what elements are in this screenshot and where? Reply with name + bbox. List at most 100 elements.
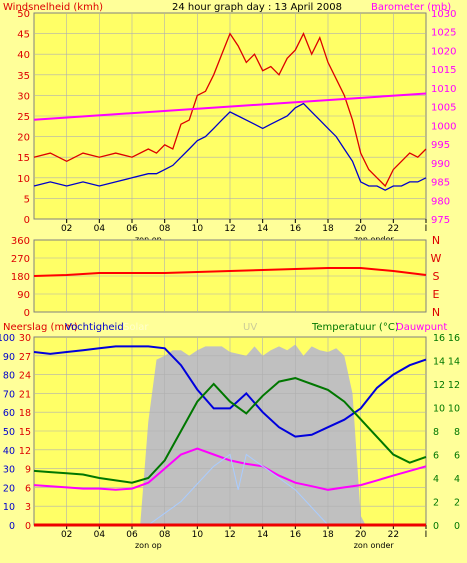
sun-annotation: zon op xyxy=(135,541,162,550)
compass-label: N xyxy=(432,234,440,247)
x-tick-label: 06 xyxy=(126,530,138,540)
x-tick-label: 14 xyxy=(257,530,269,540)
x-tick-label: 12 xyxy=(224,530,235,540)
wind-tick-label: 50 xyxy=(17,9,30,20)
direction-tick-label: 270 xyxy=(11,254,30,265)
rain-tick-label: 9 xyxy=(25,465,31,476)
barometer-tick-label: 995 xyxy=(431,140,450,151)
dewpoint-tick-label: 16 xyxy=(448,333,460,344)
series-line-dauwpunt xyxy=(33,447,427,491)
direction-tick-label: 90 xyxy=(17,290,30,301)
solar-legend-label: Solar xyxy=(123,322,149,333)
x-tick-label: 10 xyxy=(192,224,204,234)
barometer-tick-label: 975 xyxy=(431,215,450,226)
x-tick-label: 20 xyxy=(355,530,367,540)
x-tick-label: 12 xyxy=(224,224,235,234)
humidity-tick-label: 0 xyxy=(9,521,15,532)
series-line-wind-direction xyxy=(33,267,427,277)
humidity-tick-label: 10 xyxy=(3,502,15,513)
barometer-tick-label: 1005 xyxy=(431,103,456,114)
wind-tick-label: 30 xyxy=(17,91,30,102)
x-tick-label: 08 xyxy=(159,530,171,540)
dewpoint-tick-label: 6 xyxy=(454,451,460,462)
humidity-tick-label: 90 xyxy=(3,352,15,363)
x-tick-label: 04 xyxy=(94,224,106,234)
compass-label: E xyxy=(433,288,440,301)
rain-tick-label: 3 xyxy=(25,502,31,513)
barometer-tick-label: 990 xyxy=(431,159,450,170)
direction-tick-label: 180 xyxy=(11,272,30,283)
chart-wind-barometer: Windsnelheid (kmh) 24 hour graph day : 1… xyxy=(3,2,456,244)
wind-tick-label: 15 xyxy=(17,153,30,164)
series-line-temperatuur xyxy=(33,377,427,484)
barometer-tick-label: 1025 xyxy=(431,28,456,39)
x-tick-label: 18 xyxy=(322,224,334,234)
barometer-tick-label: 1015 xyxy=(431,65,456,76)
x-tick-label: 18 xyxy=(322,530,334,540)
wind-tick-label: 0 xyxy=(24,215,30,226)
humidity-tick-label: 20 xyxy=(3,483,15,494)
wind-tick-label: 10 xyxy=(17,174,30,185)
compass-label: N xyxy=(432,306,440,319)
barometer-tick-label: 1020 xyxy=(431,46,456,57)
temperature-tick-label: 10 xyxy=(433,404,445,415)
rain-tick-label: 24 xyxy=(19,371,31,382)
temperature-axis-title: Temperatuur (°C) xyxy=(311,322,399,333)
humidity-tick-label: 70 xyxy=(3,389,15,400)
compass-label: S xyxy=(433,270,440,283)
dewpoint-tick-label: 8 xyxy=(454,427,460,438)
series-line-vochtigheid xyxy=(33,345,427,438)
temperature-tick-label: 16 xyxy=(433,333,445,344)
compass-label: W xyxy=(431,252,442,265)
barometer-axis-title: Barometer (mb) xyxy=(371,2,451,13)
x-tick-label: I xyxy=(425,224,428,234)
x-tick-label: 06 xyxy=(126,224,138,234)
temperature-tick-label: 8 xyxy=(433,427,439,438)
x-tick-label: 20 xyxy=(355,224,367,234)
rain-tick-label: 30 xyxy=(19,333,31,344)
rain-tick-label: 27 xyxy=(19,352,31,363)
chart-humidity-temperature: Neerslag (mm) Vochtigheid Solar UV Tempe… xyxy=(0,322,460,550)
barometer-tick-label: 980 xyxy=(431,196,450,207)
dewpoint-tick-label: 0 xyxy=(454,521,460,532)
humidity-tick-label: 30 xyxy=(3,465,15,476)
x-tick-label: 16 xyxy=(290,224,302,234)
barometer-tick-label: 985 xyxy=(431,178,450,189)
dewpoint-axis-title: Dauwpunt xyxy=(396,322,447,333)
barometer-tick-label: 1030 xyxy=(431,9,456,20)
series-line-average xyxy=(33,102,427,191)
rain-tick-label: 12 xyxy=(19,446,31,457)
wind-tick-label: 5 xyxy=(24,194,30,205)
direction-tick-label: 0 xyxy=(24,308,30,319)
humidity-tick-label: 100 xyxy=(0,333,15,344)
temperature-tick-label: 12 xyxy=(433,380,445,391)
rain-tick-label: 21 xyxy=(19,389,31,400)
x-tick-label: 16 xyxy=(290,530,302,540)
wind-axis-title: Windsnelheid (kmh) xyxy=(3,2,103,13)
direction-tick-label: 360 xyxy=(11,236,30,247)
sun-annotation: zon onder xyxy=(354,541,395,550)
series-line-uv xyxy=(148,453,329,526)
rain-tick-label: 18 xyxy=(19,408,31,419)
barometer-tick-label: 1000 xyxy=(431,121,456,132)
x-tick-label: 22 xyxy=(388,530,399,540)
rain-axis-title: Neerslag (mm) xyxy=(3,322,78,333)
x-tick-label: I xyxy=(425,530,428,540)
barometer-tick-label: 1010 xyxy=(431,84,456,95)
wind-tick-label: 40 xyxy=(17,50,30,61)
rain-tick-label: 6 xyxy=(25,483,31,494)
series-line-barometer xyxy=(33,92,427,121)
humidity-tick-label: 60 xyxy=(3,408,15,419)
temperature-tick-label: 0 xyxy=(433,521,439,532)
humidity-tick-label: 80 xyxy=(3,371,15,382)
x-tick-label: 08 xyxy=(159,224,171,234)
rain-tick-label: 0 xyxy=(25,521,31,532)
temperature-tick-label: 6 xyxy=(433,451,439,462)
humidity-tick-label: 50 xyxy=(3,427,15,438)
chart-title: 24 hour graph day : 13 April 2008 xyxy=(172,2,342,13)
humidity-axis-title: Vochtigheid xyxy=(65,322,124,333)
temperature-tick-label: 14 xyxy=(433,357,445,368)
dewpoint-tick-label: 2 xyxy=(454,498,460,509)
